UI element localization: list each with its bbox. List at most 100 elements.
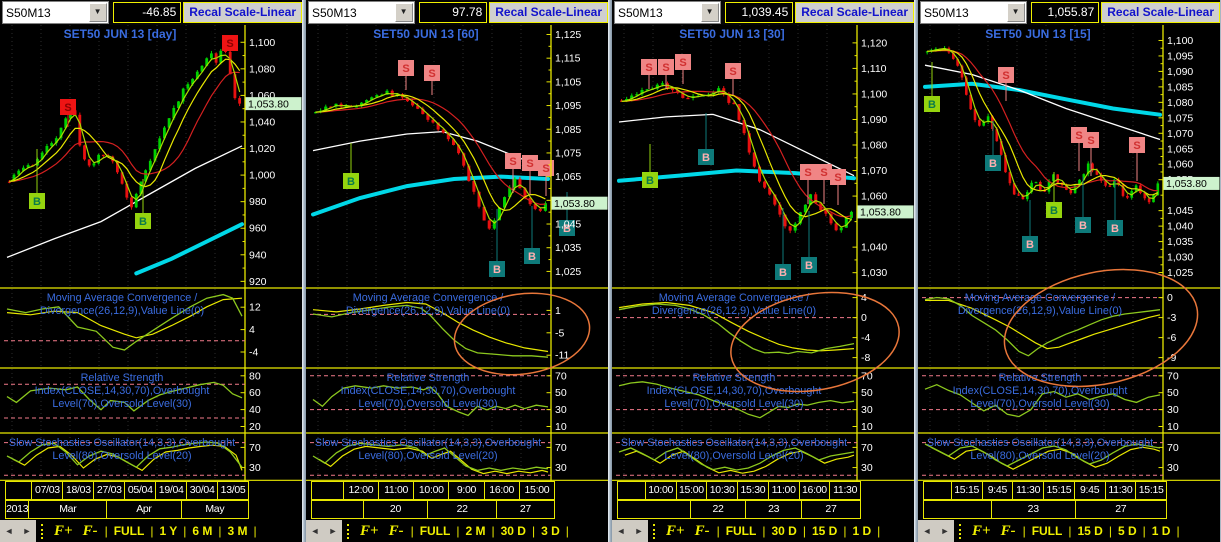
toolbar-grip[interactable] bbox=[347, 523, 352, 539]
scroll-left-icon[interactable]: ◄ bbox=[616, 526, 626, 536]
range-button-full[interactable]: FULL bbox=[1031, 524, 1063, 538]
candle-body bbox=[1147, 198, 1151, 203]
range-button-2m[interactable]: 2 M bbox=[465, 524, 486, 538]
candle-body bbox=[1099, 174, 1103, 181]
date-axis-row-inner: 22 23 27 bbox=[617, 500, 861, 519]
axis-cell: 05/04 bbox=[124, 481, 157, 500]
font-increase-button[interactable]: F+ bbox=[54, 522, 73, 539]
range-button-5d[interactable]: 5 D bbox=[1117, 524, 1137, 538]
candle-body bbox=[375, 95, 379, 98]
macd-title: Divergence(26,12,9),Value Line(0) bbox=[958, 305, 1122, 317]
scroll-right-icon[interactable]: ► bbox=[328, 526, 338, 536]
moving-average-line bbox=[9, 54, 241, 201]
axis-cell: 30/04 bbox=[186, 481, 219, 500]
last-price-highlight bbox=[1163, 176, 1220, 190]
range-button-30d[interactable]: 30 D bbox=[500, 524, 526, 538]
symbol-dropdown[interactable]: S50M13 ▼ bbox=[308, 1, 415, 24]
range-button-1y[interactable]: 1 Y bbox=[159, 524, 178, 538]
range-button-30d[interactable]: 30 D bbox=[771, 524, 797, 538]
indicator-axis-label: 10 bbox=[861, 421, 873, 433]
macd-title: Divergence(26,12,9),Value Line(0) bbox=[40, 305, 204, 317]
indicator-value: -46.85 bbox=[112, 2, 182, 23]
signal-letter: B bbox=[646, 175, 654, 187]
chart-panel-1: S50M13 ▼ -46.85 Recal Scale-Linear S S B B 1,100… bbox=[0, 0, 302, 542]
range-button-1d[interactable]: 1 D bbox=[1151, 524, 1171, 538]
range-button-3d[interactable]: 3 D bbox=[541, 524, 560, 538]
font-decrease-button[interactable]: F- bbox=[82, 522, 98, 539]
y-axis-label: 1,060 bbox=[861, 191, 887, 203]
buy-signal-marker: B bbox=[775, 208, 791, 280]
signal-box bbox=[698, 149, 714, 165]
candle-body bbox=[1117, 179, 1121, 185]
range-button-full[interactable]: FULL bbox=[113, 524, 145, 538]
scroll-right-icon[interactable]: ► bbox=[634, 526, 644, 536]
recal-scale-linear-button[interactable]: Recal Scale-Linear bbox=[795, 2, 914, 23]
range-button-15d[interactable]: 15 D bbox=[811, 524, 838, 538]
font-increase-button[interactable]: F+ bbox=[972, 522, 991, 539]
scroll-left-icon[interactable]: ◄ bbox=[4, 526, 14, 536]
candle-body bbox=[1047, 180, 1051, 192]
symbol-dropdown[interactable]: S50M13 ▼ bbox=[2, 1, 109, 24]
recal-scale-linear-button[interactable]: Recal Scale-Linear bbox=[489, 2, 608, 23]
panel-separator bbox=[914, 0, 918, 542]
indicator-axis-label: 70 bbox=[555, 442, 567, 454]
font-decrease-button[interactable]: F- bbox=[1000, 522, 1016, 539]
price-chart: SSBB1,1001,0801,0601,0401,0201,000980960… bbox=[0, 25, 302, 481]
candle-body bbox=[97, 154, 101, 164]
scroll-right-icon[interactable]: ► bbox=[940, 526, 950, 536]
indicator-axis-label: -5 bbox=[555, 327, 564, 339]
candle-body bbox=[1034, 182, 1038, 184]
recal-scale-linear-button[interactable]: Recal Scale-Linear bbox=[183, 2, 302, 23]
axis-cell: 11:30 bbox=[1104, 481, 1137, 500]
symbol-dropdown[interactable]: S50M13 ▼ bbox=[614, 1, 721, 24]
candle-body bbox=[195, 71, 199, 79]
font-increase-button[interactable]: F+ bbox=[666, 522, 685, 539]
candle-body bbox=[829, 213, 833, 224]
panel-header: S50M13 ▼ 97.78 Recal Scale-Linear bbox=[306, 0, 608, 25]
candle-body bbox=[1143, 193, 1147, 199]
candle-body bbox=[999, 141, 1003, 155]
candle-body bbox=[978, 120, 981, 126]
range-button-6m[interactable]: 6 M bbox=[192, 524, 213, 538]
toolbar-grip[interactable] bbox=[41, 523, 46, 539]
symbol-dropdown[interactable]: S50M13 ▼ bbox=[920, 1, 1027, 24]
y-axis-label: 1,065 bbox=[1167, 143, 1193, 155]
dropdown-arrow-icon[interactable]: ▼ bbox=[700, 3, 719, 22]
toolbar-grip[interactable] bbox=[653, 523, 658, 539]
range-button-full[interactable]: FULL bbox=[725, 524, 757, 538]
scroll-right-icon[interactable]: ► bbox=[22, 526, 32, 536]
y-axis-label: 1,110 bbox=[861, 63, 887, 75]
scroll-left-icon[interactable]: ◄ bbox=[922, 526, 932, 536]
dropdown-arrow-icon[interactable]: ▼ bbox=[1006, 3, 1025, 22]
range-button-full[interactable]: FULL bbox=[419, 524, 451, 538]
signal-letter: B bbox=[989, 158, 997, 170]
last-price-label: 1,053.80 bbox=[860, 207, 901, 219]
candle-body bbox=[737, 104, 741, 120]
font-decrease-button[interactable]: F- bbox=[388, 522, 404, 539]
font-increase-button[interactable]: F+ bbox=[360, 522, 379, 539]
candle-body bbox=[219, 50, 223, 63]
candle-body bbox=[441, 129, 445, 133]
indicator-axis-label: 40 bbox=[249, 404, 261, 416]
indicator-axis-label: 30 bbox=[555, 404, 567, 416]
range-button-1d[interactable]: 1 D bbox=[852, 524, 872, 538]
y-axis-label: 1,025 bbox=[555, 266, 581, 278]
candle-body bbox=[153, 149, 157, 161]
candle-body bbox=[778, 204, 782, 215]
range-button-15d[interactable]: 15 D bbox=[1077, 524, 1103, 538]
price-chart: S SBS S SBBB1,1251,1151,1051,0951,0851,0751… bbox=[306, 25, 608, 481]
chart-background bbox=[612, 25, 914, 481]
signal-letter: B bbox=[33, 196, 41, 208]
toolbar-grip[interactable] bbox=[959, 523, 964, 539]
stoch-percent-d-line bbox=[930, 446, 1161, 470]
scroll-left-icon[interactable]: ◄ bbox=[310, 526, 320, 536]
y-axis-label: 1,040 bbox=[1167, 221, 1193, 233]
y-axis-label: 1,090 bbox=[861, 114, 887, 126]
candle-body bbox=[844, 218, 848, 228]
range-button-3m[interactable]: 3 M bbox=[227, 524, 248, 538]
font-decrease-button[interactable]: F- bbox=[694, 522, 710, 539]
sell-signal-marker: S bbox=[222, 35, 238, 63]
dropdown-arrow-icon[interactable]: ▼ bbox=[88, 3, 107, 22]
dropdown-arrow-icon[interactable]: ▼ bbox=[394, 3, 413, 22]
recal-scale-linear-button[interactable]: Recal Scale-Linear bbox=[1101, 2, 1220, 23]
